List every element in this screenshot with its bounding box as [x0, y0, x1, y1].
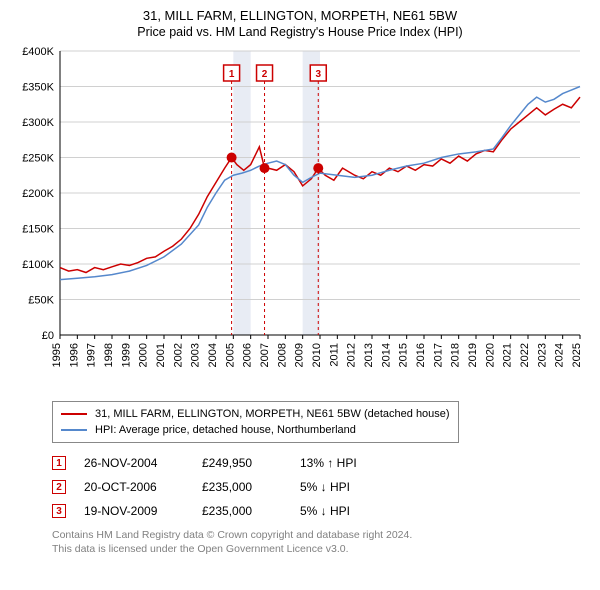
chart-svg: £0 £50K £100K £150K £200K £250K £300K £350K £400… — [12, 45, 588, 395]
svg-text:2025: 2025 — [571, 343, 583, 367]
event-marker-icon: 3 — [52, 504, 66, 518]
svg-text:1995: 1995 — [51, 343, 63, 367]
svg-text:2011: 2011 — [328, 343, 340, 367]
svg-text:£50K: £50K — [28, 295, 54, 307]
svg-text:2024: 2024 — [554, 343, 566, 367]
attribution-line: This data is licensed under the Open Gov… — [52, 543, 588, 557]
svg-text:1: 1 — [229, 69, 235, 80]
event-hpi: 13% ↑ HPI — [300, 456, 400, 470]
svg-text:2014: 2014 — [380, 343, 392, 367]
svg-text:£100K: £100K — [22, 259, 54, 271]
legend-label: HPI: Average price, detached house, Nort… — [95, 424, 356, 436]
svg-text:£350K: £350K — [22, 82, 54, 94]
svg-text:2005: 2005 — [224, 343, 236, 367]
events-table: 1 26-NOV-2004 £249,950 13% ↑ HPI 2 20-OCT-200… — [52, 451, 588, 523]
svg-text:2: 2 — [262, 69, 268, 80]
event-hpi: 5% ↓ HPI — [300, 504, 400, 518]
legend-item: 31, MILL FARM, ELLINGTON, MORPETH, NE61 … — [61, 406, 450, 422]
svg-text:1996: 1996 — [68, 343, 80, 367]
legend-swatch — [61, 429, 87, 431]
svg-text:1999: 1999 — [120, 343, 132, 367]
svg-text:2021: 2021 — [502, 343, 514, 367]
chart-subtitle: Price paid vs. HM Land Registry's House … — [12, 25, 588, 39]
svg-text:3: 3 — [315, 69, 321, 80]
svg-text:£150K: £150K — [22, 224, 54, 236]
svg-text:2023: 2023 — [536, 343, 548, 367]
chart: £0 £50K £100K £150K £200K £250K £300K £350K £400… — [12, 45, 588, 395]
event-date: 20-OCT-2006 — [84, 480, 184, 494]
svg-text:2004: 2004 — [207, 343, 219, 367]
attribution-line: Contains HM Land Registry data © Crown c… — [52, 529, 588, 543]
svg-text:£300K: £300K — [22, 117, 54, 129]
svg-text:2006: 2006 — [242, 343, 254, 367]
svg-text:£200K: £200K — [22, 188, 54, 200]
svg-text:2012: 2012 — [346, 343, 358, 367]
svg-text:2022: 2022 — [519, 343, 531, 367]
svg-text:2001: 2001 — [155, 343, 167, 367]
svg-text:2018: 2018 — [450, 343, 462, 367]
svg-text:2008: 2008 — [276, 343, 288, 367]
legend-swatch — [61, 413, 87, 415]
event-date: 19-NOV-2009 — [84, 504, 184, 518]
svg-text:1997: 1997 — [86, 343, 98, 367]
svg-text:2003: 2003 — [190, 343, 202, 367]
event-price: £249,950 — [202, 456, 282, 470]
legend-item: HPI: Average price, detached house, Nort… — [61, 422, 450, 438]
svg-text:2017: 2017 — [432, 343, 444, 367]
svg-text:£0: £0 — [42, 330, 54, 342]
event-date: 26-NOV-2004 — [84, 456, 184, 470]
legend-label: 31, MILL FARM, ELLINGTON, MORPETH, NE61 … — [95, 408, 450, 420]
event-row: 2 20-OCT-2006 £235,000 5% ↓ HPI — [52, 475, 588, 499]
attribution: Contains HM Land Registry data © Crown c… — [52, 529, 588, 556]
event-price: £235,000 — [202, 504, 282, 518]
chart-title: 31, MILL FARM, ELLINGTON, MORPETH, NE61 … — [12, 8, 588, 23]
svg-text:2010: 2010 — [311, 343, 323, 367]
svg-text:£400K: £400K — [22, 46, 54, 58]
svg-text:2019: 2019 — [467, 343, 479, 367]
svg-text:2013: 2013 — [363, 343, 375, 367]
svg-text:2016: 2016 — [415, 343, 427, 367]
svg-text:2020: 2020 — [484, 343, 496, 367]
event-marker-icon: 2 — [52, 480, 66, 494]
svg-text:£250K: £250K — [22, 153, 54, 165]
container: 31, MILL FARM, ELLINGTON, MORPETH, NE61 … — [0, 0, 600, 590]
svg-text:2009: 2009 — [294, 343, 306, 367]
event-hpi: 5% ↓ HPI — [300, 480, 400, 494]
svg-text:2007: 2007 — [259, 343, 271, 367]
event-row: 1 26-NOV-2004 £249,950 13% ↑ HPI — [52, 451, 588, 475]
svg-text:2002: 2002 — [172, 343, 184, 367]
svg-text:2015: 2015 — [398, 343, 410, 367]
svg-text:2000: 2000 — [138, 343, 150, 367]
event-row: 3 19-NOV-2009 £235,000 5% ↓ HPI — [52, 499, 588, 523]
event-price: £235,000 — [202, 480, 282, 494]
legend: 31, MILL FARM, ELLINGTON, MORPETH, NE61 … — [52, 401, 459, 443]
event-marker-icon: 1 — [52, 456, 66, 470]
svg-text:1998: 1998 — [103, 343, 115, 367]
